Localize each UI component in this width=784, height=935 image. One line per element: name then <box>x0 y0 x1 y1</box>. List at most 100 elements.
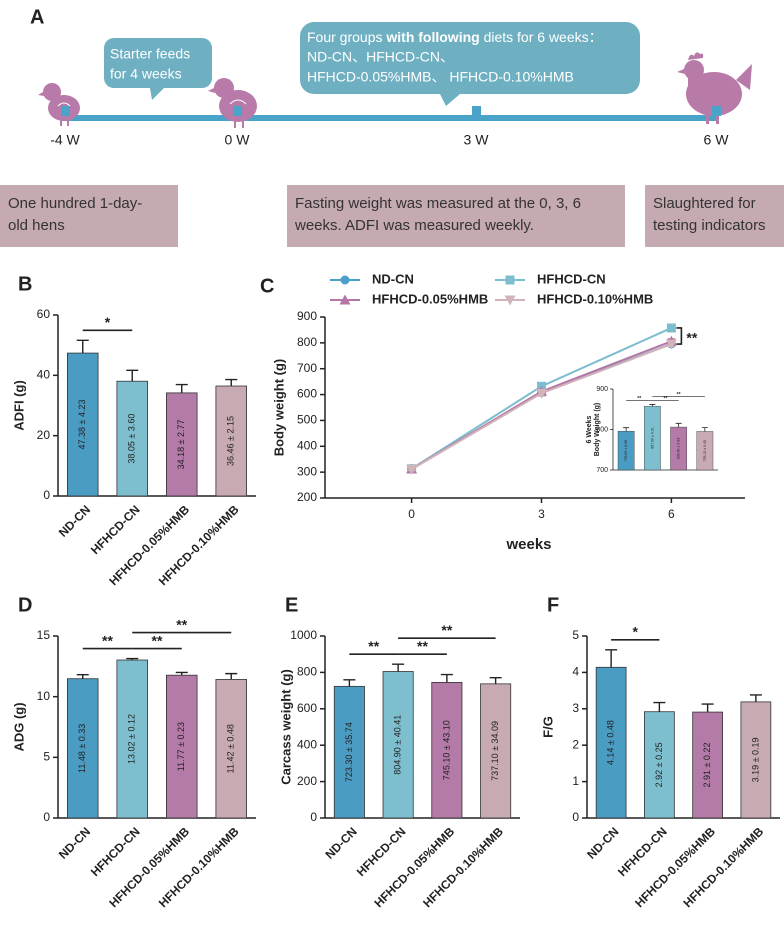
legend-label: HFHCD-0.10%HMB <box>537 291 653 306</box>
value-label: 804.90 ± 40.41 <box>393 715 403 775</box>
bar <box>431 681 463 819</box>
note-box <box>0 185 178 247</box>
significance-label: ** <box>637 396 641 402</box>
notes: One hundred 1-day-old hens Fasting weight… <box>0 185 784 247</box>
value-label: 36.46 ± 2.15 <box>226 416 236 466</box>
y-tick-label: 200 <box>297 774 317 788</box>
panel-letter: C <box>260 275 274 297</box>
y-tick-label: 5 <box>572 628 579 642</box>
starter-box: Starter feeds for 4 weeks <box>104 38 212 100</box>
y-axis-label: Body Weight (g) <box>594 403 601 457</box>
timeline-label: 6 W <box>704 132 730 148</box>
y-tick-label: 0 <box>310 810 317 824</box>
timeline-tick <box>61 106 70 116</box>
timeline-label: -4 W <box>50 132 80 148</box>
x-tick-label: HFHCD-0.10%HMB <box>420 824 506 910</box>
box-text: HFHCD-0.05%HMB、 HFHCD-0.10%HMB <box>307 69 574 85</box>
note-text: testing indicators <box>653 217 766 234</box>
error-bar <box>225 378 238 387</box>
y-tick-label: 500 <box>297 413 317 427</box>
x-tick-label: 0 <box>408 507 415 521</box>
value-label: 857.60 ± 4.31 <box>650 427 654 448</box>
legend-marker <box>340 275 350 285</box>
significance-label: ** <box>677 392 681 398</box>
timeline <box>60 115 718 121</box>
error-bar <box>175 383 188 393</box>
box-text: for 4 weeks <box>110 66 182 82</box>
box-tail <box>440 94 460 106</box>
note-text: weeks. ADFI was measured weekly. <box>294 217 534 234</box>
bar <box>333 685 365 819</box>
error-bar <box>76 339 89 354</box>
error-bar <box>76 674 89 679</box>
y-tick-label: 5 <box>43 750 50 764</box>
y-axis-label: Carcass weight (g) <box>278 669 293 785</box>
bar <box>215 385 247 497</box>
text-part: diets for 6 weeks： <box>480 29 603 45</box>
bar <box>595 666 627 819</box>
value-label: 11.48 ± 0.33 <box>77 724 87 773</box>
legend-marker <box>504 295 516 306</box>
error-bar <box>392 663 405 672</box>
note-box <box>287 185 625 247</box>
diet-box: Four groups with following diets for 6 w… <box>300 22 640 106</box>
significance-bracket <box>676 327 683 345</box>
panel-letter: A <box>30 6 44 28</box>
box-tail <box>150 88 164 100</box>
bar <box>692 711 723 819</box>
marker <box>666 323 676 333</box>
error-bar <box>701 427 708 432</box>
value-label: 795.89 ± 8.58 <box>624 440 628 461</box>
significance-label: * <box>105 314 111 330</box>
error-bar <box>653 701 666 712</box>
box-text: Starter feeds <box>110 46 190 62</box>
y-tick-label: 0 <box>43 488 50 502</box>
bar <box>166 392 198 497</box>
y-tick-label: 0 <box>43 810 50 824</box>
timeline-label: 3 W <box>464 132 490 148</box>
x-tick-label: HFHCD-0.10%HMB <box>680 824 766 910</box>
x-tick-label: HFHCD-0.05%HMB <box>632 824 718 910</box>
x-tick-label: ND-CN <box>322 824 359 861</box>
panel-letter: E <box>285 594 298 616</box>
value-label: 737.10 ± 34.09 <box>490 721 500 781</box>
bar <box>67 352 99 497</box>
legend-label: ND-CN <box>372 271 414 286</box>
timeline-tick <box>712 106 721 116</box>
significance-label: ** <box>686 330 697 346</box>
y-tick-label: 800 <box>596 426 608 433</box>
y-tick-label: 300 <box>297 464 317 478</box>
bar <box>740 701 772 819</box>
error-bar <box>623 427 630 432</box>
error-bar <box>489 676 502 684</box>
error-bar <box>675 422 682 428</box>
bar <box>116 380 148 497</box>
significance-label: ** <box>417 638 428 654</box>
error-bar <box>225 672 238 680</box>
y-tick-label: 4 <box>572 665 579 679</box>
value-label: 806.00 ± 9.33 <box>677 438 681 459</box>
error-bar <box>701 703 714 713</box>
box <box>104 38 212 88</box>
value-label: 34.18 ± 2.77 <box>176 419 186 469</box>
note-text: Fasting weight was measured at the 0, 3,… <box>295 195 581 212</box>
box-text: Four groups with following diets for 6 w… <box>307 29 603 45</box>
x-tick-label: ND-CN <box>56 824 93 861</box>
legend-label: HFHCD-0.05%HMB <box>372 291 488 306</box>
x-axis-label: weeks <box>505 536 551 553</box>
value-label: 4.14 ± 0.48 <box>606 720 616 765</box>
marker <box>535 388 547 399</box>
value-label: 795.15 ± 9.43 <box>703 440 707 461</box>
y-tick-label: 200 <box>297 490 317 504</box>
bar <box>215 679 247 819</box>
y-tick-label: 1 <box>572 774 579 788</box>
error-bar <box>440 673 453 683</box>
y-tick-label: 3 <box>572 701 579 715</box>
timeline-tick <box>472 106 481 116</box>
bar <box>67 678 99 819</box>
legend-marker <box>339 294 351 305</box>
value-label: 3.19 ± 0.19 <box>750 737 760 782</box>
significance-label: ** <box>176 616 187 632</box>
value-label: 2.92 ± 0.25 <box>654 742 664 787</box>
